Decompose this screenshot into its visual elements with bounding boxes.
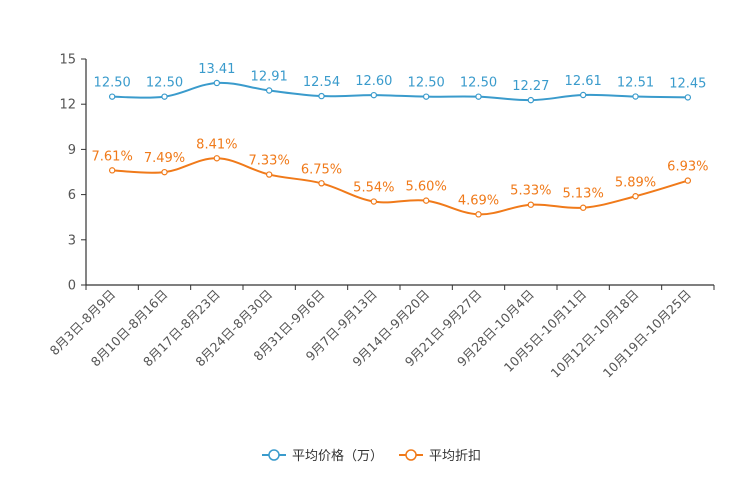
data-point[interactable] — [579, 91, 587, 99]
data-point[interactable] — [632, 193, 639, 200]
data-label: 5.13% — [563, 187, 604, 202]
legend-label: 平均折扣 — [429, 449, 481, 464]
data-point[interactable] — [475, 211, 482, 218]
data-point[interactable] — [579, 204, 587, 211]
data-label: 4.69% — [458, 193, 499, 208]
data-label: 12.50 — [408, 76, 445, 91]
data-label: 6.75% — [301, 162, 342, 177]
series-2: 7.61% 7.49% 8.41% 7.33% 6.75% 5.54% 5.60% 4.69%… — [92, 137, 708, 218]
data-label: 8.41% — [196, 137, 237, 152]
data-label: 5.89% — [615, 175, 656, 190]
legend-marker-icon — [268, 449, 280, 461]
data-label: 5.60% — [406, 180, 447, 195]
data-label: 12.91 — [251, 69, 288, 84]
y-tick-label: 3 — [68, 233, 76, 248]
series-group: 12.50 12.50 13.41 12.91 12.54 12.60 12.50 12.50… — [92, 62, 708, 218]
data-point[interactable] — [684, 177, 692, 184]
x-tick-label: 10月12日-10月18日 — [547, 287, 641, 381]
legend: 平均价格（万） 平均折扣 — [262, 448, 481, 464]
data-label: 13.41 — [198, 62, 235, 77]
x-tick-label: 10月19日-10月25日 — [600, 287, 694, 381]
data-label: 12.50 — [460, 76, 497, 91]
data-point[interactable] — [422, 197, 430, 204]
y-axis-ticks: 0 3 6 9 12 15 — [59, 53, 86, 294]
data-point[interactable] — [370, 91, 378, 99]
y-tick-label: 15 — [59, 53, 76, 68]
data-label: 12.27 — [512, 79, 549, 94]
data-point[interactable] — [213, 155, 221, 162]
data-label: 12.45 — [669, 76, 706, 91]
y-tick-label: 12 — [59, 98, 76, 113]
x-axis-ticks: 8月3日-8月9日8月10日-8月16日8月17日-8月23日8月24日-8月3… — [47, 285, 715, 381]
y-tick-label: 6 — [68, 188, 76, 203]
data-label: 5.54% — [353, 181, 394, 196]
data-label: 6.93% — [667, 160, 708, 175]
data-point[interactable] — [370, 198, 378, 205]
data-point[interactable] — [684, 94, 692, 101]
data-point[interactable] — [161, 93, 168, 100]
y-tick-label: 0 — [68, 279, 76, 294]
data-point[interactable] — [265, 171, 273, 178]
data-point[interactable] — [108, 167, 116, 174]
legend-item-2[interactable]: 平均折扣 — [399, 449, 481, 464]
series-line — [112, 157, 689, 216]
data-label: 12.50 — [146, 76, 183, 91]
data-label: 7.49% — [144, 151, 185, 166]
data-point[interactable] — [108, 93, 116, 100]
data-point[interactable] — [318, 180, 325, 187]
data-point[interactable] — [632, 93, 639, 100]
data-label: 12.60 — [355, 74, 392, 89]
y-tick-label: 9 — [68, 143, 76, 158]
series-line — [112, 81, 688, 102]
data-label: 12.51 — [617, 76, 654, 91]
data-point[interactable] — [475, 93, 482, 100]
data-label: 12.54 — [303, 75, 340, 90]
data-point[interactable] — [161, 168, 168, 176]
legend-item-1[interactable]: 平均价格（万） — [262, 448, 383, 464]
data-label: 7.33% — [249, 154, 290, 169]
data-label: 7.61% — [92, 149, 133, 164]
data-label: 5.33% — [510, 184, 551, 199]
legend-marker-icon — [405, 449, 417, 461]
data-point[interactable] — [527, 201, 535, 208]
data-point[interactable] — [265, 87, 273, 94]
data-point[interactable] — [422, 93, 430, 100]
data-point[interactable] — [527, 96, 535, 104]
data-point[interactable] — [318, 92, 325, 100]
legend-label: 平均价格（万） — [292, 448, 383, 464]
data-label: 12.50 — [94, 76, 131, 91]
data-label: 12.61 — [565, 74, 602, 89]
data-point[interactable] — [213, 79, 221, 87]
series-1: 12.50 12.50 13.41 12.91 12.54 12.60 12.50 12.50… — [94, 62, 706, 104]
